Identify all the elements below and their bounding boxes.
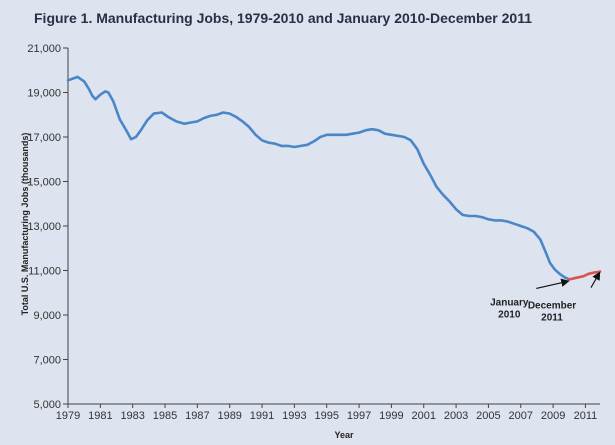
annotation-label: December 2011 [528, 301, 576, 324]
x-tick-label: 1997 [347, 410, 371, 422]
annotation-arrow [590, 271, 601, 288]
series-group [66, 75, 602, 281]
x-tick-label: 1993 [282, 410, 306, 422]
x-tick-label: 1989 [217, 410, 241, 422]
series-line-1 [66, 75, 571, 281]
y-tick-label: 13,000 [27, 221, 61, 233]
annotation-label: January 2010 [490, 297, 529, 320]
x-tick-label: 2005 [476, 410, 500, 422]
x-tick-label: 2001 [412, 410, 436, 422]
annotation-arrow [536, 278, 570, 289]
x-tick-label: 1985 [153, 410, 177, 422]
y-tick-label: 7,000 [33, 355, 61, 367]
y-tick-label: 11,000 [28, 266, 61, 278]
series-line-2 [567, 270, 602, 281]
x-tick-label: 2009 [541, 410, 565, 422]
x-axis-ticks: 1979 1981 1983 1985 1987 1989 1991 1993 1995 1997… [56, 404, 598, 422]
y-tick-label: 15,000 [27, 177, 61, 189]
x-tick-label: 1983 [120, 410, 144, 422]
x-tick-label: 2007 [509, 410, 533, 422]
y-tick-label: 9,000 [33, 310, 61, 322]
x-tick-label: 2011 [574, 410, 598, 422]
y-tick-label: 17,000 [27, 132, 61, 144]
x-tick-label: 1987 [185, 410, 209, 422]
x-axis-label: Year [334, 430, 354, 440]
x-tick-label: 1981 [88, 410, 112, 422]
y-axis-label: Total U.S. Manufacturing Jobs (thousands… [20, 133, 30, 316]
x-tick-label: 1979 [56, 410, 80, 422]
x-tick-label: 1991 [250, 410, 274, 422]
y-tick-label: 21,000 [27, 43, 61, 55]
y-tick-label: 5,000 [33, 399, 61, 411]
y-axis-ticks: 5,000 7,000 9,000 11,000 13,000 15,000 17,000 1… [27, 43, 68, 411]
x-tick-label: 1999 [379, 410, 403, 422]
chart-title: Figure 1. Manufacturing Jobs, 1979-2010 … [34, 10, 532, 26]
x-tick-label: 2003 [444, 410, 468, 422]
y-tick-label: 19,000 [27, 88, 61, 100]
x-tick-label: 1995 [314, 410, 338, 422]
